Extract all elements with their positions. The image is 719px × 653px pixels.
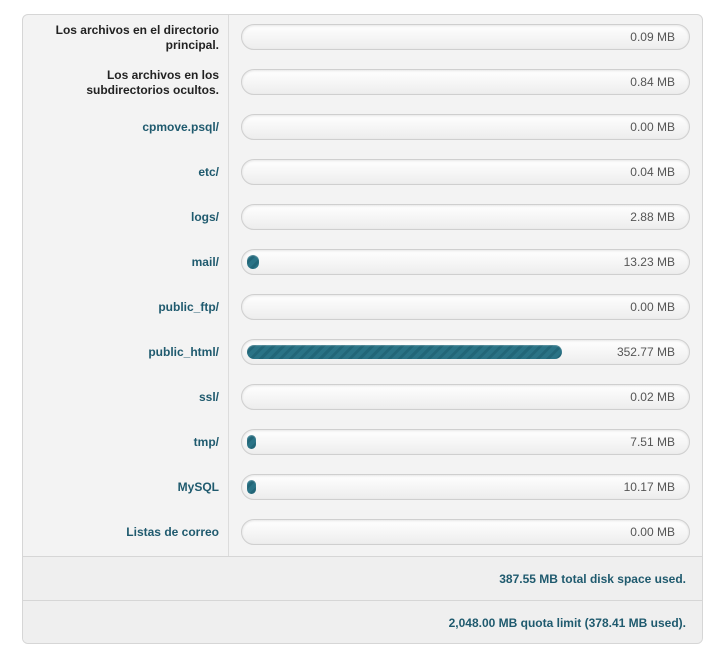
column-divider (228, 15, 229, 556)
quota-row: 2,048.00 MB quota limit (378.41 MB used)… (23, 600, 702, 643)
directory-link-tmp[interactable]: tmp/ (193, 435, 219, 449)
usage-row-tmp: tmp/ 7.51 MB (23, 420, 702, 465)
directory-link-public-ftp[interactable]: public_ftp/ (158, 300, 219, 314)
usage-value: 2.88 MB (630, 210, 675, 224)
total-disk-space-text: 387.55 MB total disk space used. (499, 572, 686, 586)
row-label: Los archivos en los subdirectorios ocult… (86, 67, 219, 97)
usage-value: 352.77 MB (616, 345, 675, 359)
usage-value: 0.02 MB (630, 390, 675, 404)
usage-bar: 352.77 MB (241, 339, 690, 365)
usage-bar: 7.51 MB (241, 429, 690, 455)
usage-bar-fill (247, 255, 259, 269)
usage-bar-fill (247, 345, 562, 359)
disk-usage-panel: Los archivos en el directorio principal.… (22, 14, 703, 644)
usage-bar-fill (247, 480, 256, 494)
usage-bar: 0.00 MB (241, 519, 690, 545)
usage-row-public-html: public_html/ 352.77 MB (23, 330, 702, 375)
usage-bar: 0.00 MB (241, 114, 690, 140)
usage-row-etc: etc/ 0.04 MB (23, 150, 702, 195)
usage-row-ssl: ssl/ 0.02 MB (23, 375, 702, 420)
usage-bar: 0.02 MB (241, 384, 690, 410)
usage-bar: 0.09 MB (241, 24, 690, 50)
usage-row-mysql: MySQL 10.17 MB (23, 465, 702, 510)
usage-bar: 10.17 MB (241, 474, 690, 500)
quota-limit-text: 2,048.00 MB quota limit (378.41 MB used)… (448, 616, 686, 630)
directory-link-mysql[interactable]: MySQL (177, 480, 219, 494)
usage-row-logs: logs/ 2.88 MB (23, 195, 702, 240)
row-label: Los archivos en el directorio principal. (55, 22, 219, 52)
usage-row-public-ftp: public_ftp/ 0.00 MB (23, 285, 702, 330)
directory-link-logs[interactable]: logs/ (190, 210, 219, 224)
usage-bar: 0.84 MB (241, 69, 690, 95)
usage-value: 0.09 MB (630, 30, 675, 44)
directory-link-ssl[interactable]: ssl/ (198, 390, 219, 404)
disk-usage-list: Los archivos en el directorio principal.… (23, 15, 702, 556)
usage-value: 0.00 MB (630, 300, 675, 314)
usage-value: 0.84 MB (630, 75, 675, 89)
usage-bar: 0.04 MB (241, 159, 690, 185)
total-usage-row: 387.55 MB total disk space used. (23, 556, 702, 600)
directory-link-etc[interactable]: etc/ (198, 165, 219, 179)
usage-row-cpmove-psql: cpmove.psql/ 0.00 MB (23, 105, 702, 150)
usage-value: 0.00 MB (630, 120, 675, 134)
usage-row-mail: mail/ 13.23 MB (23, 240, 702, 285)
usage-row-home-files: Los archivos en el directorio principal.… (23, 15, 702, 60)
usage-row-hidden-subdirs: Los archivos en los subdirectorios ocult… (23, 60, 702, 105)
usage-value: 13.23 MB (623, 255, 675, 269)
usage-bar: 2.88 MB (241, 204, 690, 230)
usage-value: 0.00 MB (630, 525, 675, 539)
usage-bar: 13.23 MB (241, 249, 690, 275)
directory-link-cpmove-psql[interactable]: cpmove.psql/ (142, 120, 219, 134)
usage-value: 10.17 MB (623, 480, 675, 494)
directory-link-mailing-lists[interactable]: Listas de correo (126, 525, 219, 539)
directory-link-mail[interactable]: mail/ (191, 255, 219, 269)
usage-value: 0.04 MB (630, 165, 675, 179)
directory-link-public-html[interactable]: public_html/ (148, 345, 219, 359)
usage-bar-fill (247, 435, 256, 449)
usage-row-mailing-lists: Listas de correo 0.00 MB (23, 510, 702, 555)
usage-value: 7.51 MB (630, 435, 675, 449)
usage-bar: 0.00 MB (241, 294, 690, 320)
